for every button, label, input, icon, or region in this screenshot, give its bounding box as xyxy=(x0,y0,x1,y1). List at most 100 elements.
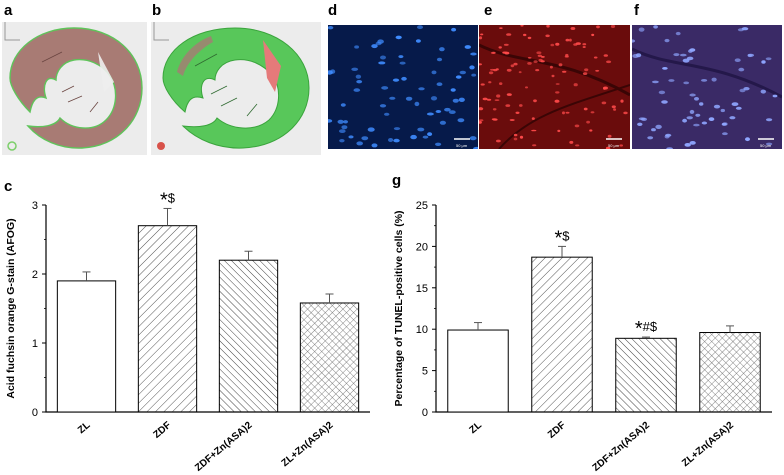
nucleus xyxy=(353,88,361,92)
nucleus xyxy=(583,107,588,111)
nucleus xyxy=(713,104,721,109)
nucleus xyxy=(613,108,617,111)
x-tick-label: ZDF xyxy=(546,420,568,441)
nucleus xyxy=(427,132,433,136)
nucleus xyxy=(415,39,421,43)
nucleus xyxy=(479,107,484,111)
nucleus xyxy=(611,105,616,109)
bar xyxy=(137,225,198,413)
nucleus xyxy=(569,140,574,144)
nucleus xyxy=(458,97,465,103)
nucleus xyxy=(734,58,741,62)
nucleus xyxy=(569,38,572,42)
nucleus xyxy=(538,58,543,62)
nucleus xyxy=(384,112,390,116)
nucleus xyxy=(593,56,598,59)
nucleus xyxy=(520,25,524,27)
nucleus xyxy=(488,71,494,75)
nucleus xyxy=(410,134,417,140)
nucleus xyxy=(557,129,561,133)
nucleus xyxy=(582,46,586,48)
nucleus xyxy=(355,74,362,79)
panel-letter-d: d xyxy=(328,2,338,19)
nucleus xyxy=(469,136,477,141)
nucleus xyxy=(469,65,475,70)
nucleus xyxy=(747,53,752,58)
nucleus xyxy=(506,93,512,96)
nucleus xyxy=(496,139,501,143)
nucleus xyxy=(491,118,497,121)
nucleus xyxy=(450,88,456,92)
nucleus xyxy=(444,107,451,112)
bar xyxy=(615,337,677,413)
nucleus xyxy=(554,99,560,103)
nucleus xyxy=(480,83,485,86)
nucleus xyxy=(471,73,477,77)
nucleus xyxy=(589,129,593,132)
nucleus xyxy=(509,119,515,121)
nucleus xyxy=(451,27,457,32)
nuclei-f xyxy=(632,25,778,149)
nucleus xyxy=(492,51,496,54)
nucleus xyxy=(515,111,520,115)
nucleus xyxy=(381,86,389,90)
nucleus xyxy=(518,71,522,74)
nucleus xyxy=(435,110,442,113)
nucleus xyxy=(652,80,659,84)
nucleus xyxy=(417,25,423,30)
nucleus xyxy=(417,127,425,132)
nucleus xyxy=(760,89,766,94)
y-tick-label: 15 xyxy=(416,283,428,295)
nucleus xyxy=(664,38,670,43)
nucleus xyxy=(502,51,508,54)
nucleus xyxy=(606,60,612,64)
y-tick-label: 0 xyxy=(32,407,38,419)
y-tick-label: 1 xyxy=(32,338,38,350)
nucleus xyxy=(379,104,387,108)
nucleus xyxy=(632,39,636,43)
nucleus xyxy=(684,143,691,147)
nucleus xyxy=(510,64,515,68)
nucleus xyxy=(575,144,580,147)
x-tick-label: ZL xyxy=(467,420,483,436)
nucleus xyxy=(662,67,668,70)
nucleus xyxy=(339,139,345,143)
nucleus xyxy=(328,119,333,123)
y-tick-label: 0 xyxy=(422,407,428,419)
nucleus xyxy=(527,56,532,59)
nucleus xyxy=(479,63,482,66)
nucleus xyxy=(361,136,369,141)
nucleus xyxy=(348,135,354,139)
nucleus xyxy=(591,33,595,37)
nucleus xyxy=(689,93,696,97)
nucleus xyxy=(395,35,402,40)
nucleus xyxy=(535,69,540,72)
nucleus xyxy=(354,45,359,49)
nucleus xyxy=(479,119,484,122)
x-tick-label: ZDF+Zn(ASA)2 xyxy=(193,420,255,474)
nucleus xyxy=(708,117,715,121)
nucleus xyxy=(590,111,595,114)
nucleus xyxy=(638,117,646,121)
nucleus xyxy=(661,100,668,104)
nucleus xyxy=(555,42,560,46)
nucleus xyxy=(473,146,478,149)
nucleus xyxy=(480,33,484,36)
nucleus xyxy=(666,147,673,149)
nucleus xyxy=(761,60,766,64)
panel-letter-a: a xyxy=(4,2,13,19)
nucleus xyxy=(540,56,545,58)
nucleus xyxy=(562,111,565,115)
nucleus xyxy=(519,135,524,139)
nucleus xyxy=(392,78,400,82)
nucleus xyxy=(527,62,532,65)
nucleus xyxy=(689,109,695,114)
y-tick-label: 25 xyxy=(416,200,428,212)
nucleus xyxy=(729,116,736,120)
nucleus xyxy=(605,146,611,149)
nucleus xyxy=(655,124,662,129)
nucleus xyxy=(693,123,700,127)
nucleus xyxy=(574,124,580,128)
nucleus xyxy=(558,63,563,67)
nucleus xyxy=(689,48,696,52)
